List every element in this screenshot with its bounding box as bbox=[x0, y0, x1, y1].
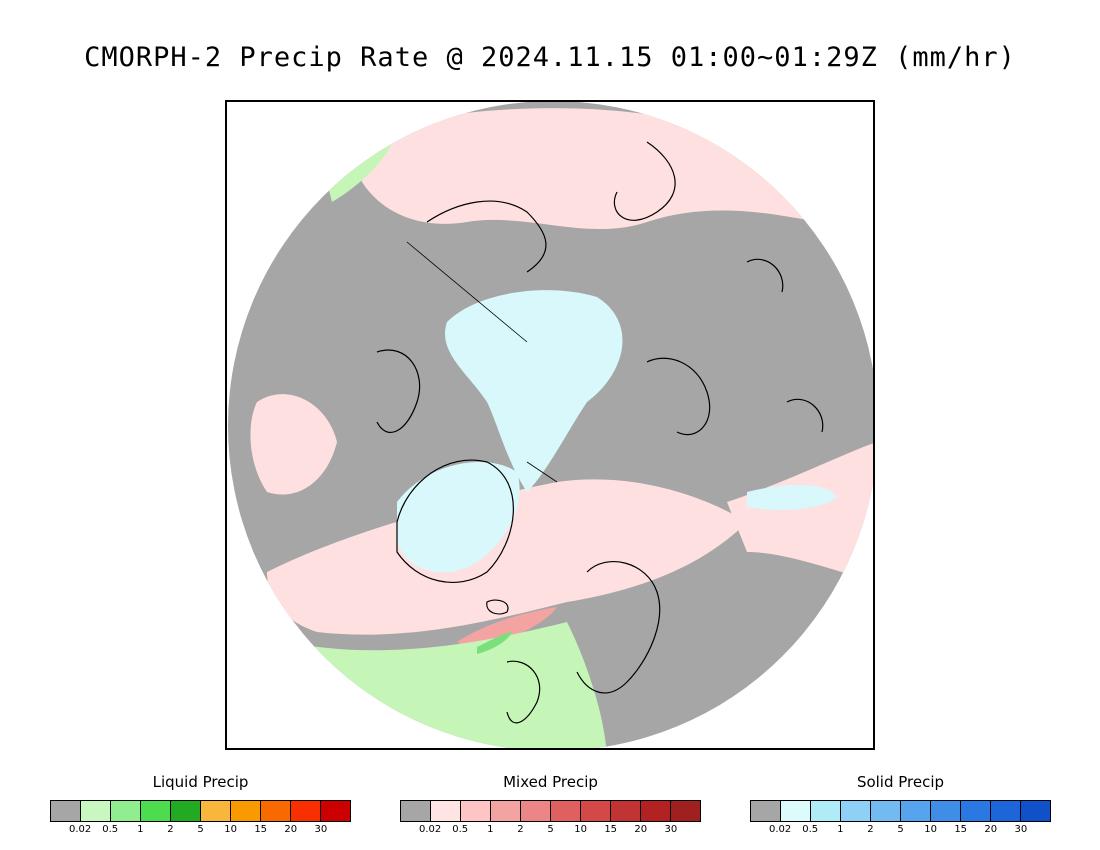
legend-swatch bbox=[491, 801, 521, 821]
legend-swatch bbox=[781, 801, 811, 821]
legend-mixed-ticks: 0.02 0.5 1 2 5 10 15 20 30 bbox=[400, 824, 701, 838]
legend-mixed-title: Mixed Precip bbox=[503, 773, 598, 791]
liquid-region-front bbox=[477, 632, 512, 654]
legend-swatch bbox=[111, 801, 141, 821]
legend-swatch bbox=[81, 801, 111, 821]
legend-tick-label: 1 bbox=[137, 824, 144, 835]
legend-swatch bbox=[751, 801, 781, 821]
legend-swatch bbox=[51, 801, 81, 821]
legend-swatch bbox=[611, 801, 641, 821]
legend-swatch bbox=[871, 801, 901, 821]
polar-map-svg bbox=[228, 102, 873, 748]
legend-swatch bbox=[461, 801, 491, 821]
legend-liquid-ticks: 0.02 0.5 1 2 5 10 15 20 30 bbox=[50, 824, 351, 838]
legend-tick-label: 0.5 bbox=[102, 824, 119, 835]
legend-tick-label: 1 bbox=[487, 824, 494, 835]
legend-swatch bbox=[991, 801, 1021, 821]
legend-tick-label: 20 bbox=[984, 824, 998, 835]
legend-tick-label: 2 bbox=[867, 824, 874, 835]
legend-mixed: Mixed Precip 0.02 0.5 1 2 5 10 15 20 30 bbox=[400, 772, 701, 838]
map-disk bbox=[228, 102, 873, 748]
legend-liquid-swatches bbox=[50, 800, 351, 822]
legend-swatch bbox=[641, 801, 671, 821]
mixed-region-east-siberia bbox=[727, 442, 873, 582]
legend-tick-label: 5 bbox=[547, 824, 554, 835]
legend-liquid-title: Liquid Precip bbox=[152, 773, 249, 791]
legend-swatch bbox=[1021, 801, 1050, 821]
legend-tick-label: 15 bbox=[954, 824, 968, 835]
legend-swatch bbox=[291, 801, 321, 821]
legend-swatch bbox=[811, 801, 841, 821]
solid-region-greenland bbox=[397, 462, 520, 573]
legend-swatch bbox=[961, 801, 991, 821]
legend-swatch bbox=[201, 801, 231, 821]
legend-solid-title: Solid Precip bbox=[856, 773, 945, 791]
legend-solid-ticks: 0.02 0.5 1 2 5 10 15 20 30 bbox=[750, 824, 1051, 838]
date-line bbox=[406, 241, 528, 343]
legend-tick-label: 30 bbox=[1014, 824, 1028, 835]
legend-tick-label: 15 bbox=[254, 824, 268, 835]
legend-swatch bbox=[321, 801, 350, 821]
solid-region-arctic-ocean bbox=[445, 290, 623, 492]
legend-tick-label: 10 bbox=[924, 824, 937, 835]
legend-tick-label: 2 bbox=[517, 824, 524, 835]
legend-swatch bbox=[551, 801, 581, 821]
mixed-region-north-pacific bbox=[347, 108, 819, 230]
legend-solid: Solid Precip 0.02 0.5 1 2 5 10 15 20 30 bbox=[750, 772, 1051, 838]
legend-swatch bbox=[521, 801, 551, 821]
legend-swatch bbox=[171, 801, 201, 821]
legend-tick-label: 20 bbox=[634, 824, 648, 835]
legend-tick-label: 0.02 bbox=[68, 824, 92, 835]
legend-swatch bbox=[841, 801, 871, 821]
legend-swatch bbox=[431, 801, 461, 821]
legend-swatch bbox=[581, 801, 611, 821]
legend-tick-label: 10 bbox=[224, 824, 237, 835]
legend-tick-label: 30 bbox=[664, 824, 678, 835]
meridian-line bbox=[526, 461, 558, 483]
legend-tick-label: 30 bbox=[314, 824, 328, 835]
legend-tick-label: 0.02 bbox=[418, 824, 442, 835]
mixed-region-atlantic-band bbox=[267, 479, 747, 635]
legend-swatch bbox=[931, 801, 961, 821]
solid-region-barents bbox=[747, 485, 837, 510]
legend-liquid: Liquid Precip 0.02 0.5 1 2 5 10 15 20 30 bbox=[50, 772, 351, 838]
legend-tick-label: 20 bbox=[284, 824, 298, 835]
legend-swatch bbox=[671, 801, 700, 821]
map-title: CMORPH-2 Precip Rate @ 2024.11.15 01:00~… bbox=[84, 42, 1016, 73]
legend-swatch bbox=[261, 801, 291, 821]
legend-solid-swatches bbox=[750, 800, 1051, 822]
legend-mixed-swatches bbox=[400, 800, 701, 822]
legend-swatch bbox=[901, 801, 931, 821]
legend-swatch bbox=[401, 801, 431, 821]
legend-tick-label: 0.5 bbox=[802, 824, 819, 835]
legend-swatch bbox=[141, 801, 171, 821]
mixed-region-canada bbox=[250, 394, 337, 495]
legend-tick-label: 1 bbox=[837, 824, 844, 835]
legend-tick-label: 15 bbox=[604, 824, 618, 835]
coastlines bbox=[376, 141, 824, 724]
legend-tick-label: 10 bbox=[574, 824, 587, 835]
legend-tick-label: 0.5 bbox=[452, 824, 469, 835]
legend-tick-label: 0.02 bbox=[768, 824, 792, 835]
legend-swatch bbox=[231, 801, 261, 821]
legend-tick-label: 5 bbox=[897, 824, 904, 835]
precip-map bbox=[225, 100, 875, 750]
legend-tick-label: 2 bbox=[167, 824, 174, 835]
legend-tick-label: 5 bbox=[197, 824, 204, 835]
